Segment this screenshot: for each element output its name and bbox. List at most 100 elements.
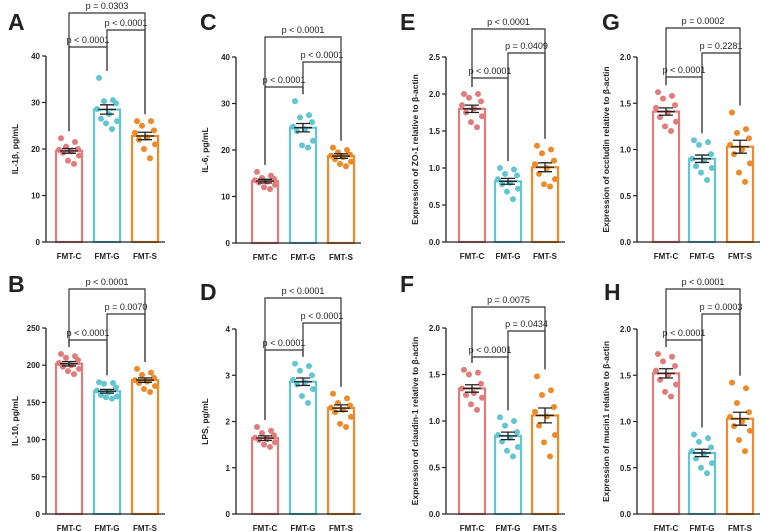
x-tick-label: FMT-S (329, 524, 354, 531)
y-axis-label: Expression of mucin1 relative to β-actin (601, 341, 611, 502)
y-tick-label: 0.5 (620, 192, 632, 201)
data-point (515, 185, 521, 192)
p-value-label: p = 0.0070 (105, 302, 148, 312)
bar-fmt-s (530, 414, 560, 516)
data-point (76, 365, 82, 372)
bar-fmt-c (651, 110, 681, 244)
data-point (297, 367, 303, 374)
data-point (114, 393, 120, 400)
data-point (731, 423, 737, 430)
y-tick-label: 0 (226, 510, 231, 519)
y-tick-label: 10 (31, 192, 40, 201)
x-tick-label: FMT-C (253, 524, 278, 531)
data-point (515, 444, 521, 451)
data-point (60, 363, 66, 370)
x-tick-label: FMT-C (57, 524, 82, 531)
data-point (479, 394, 485, 401)
data-point (261, 184, 267, 191)
data-point (734, 400, 740, 406)
data-point (294, 381, 300, 388)
data-point (541, 439, 547, 446)
data-point (330, 390, 336, 397)
x-tick-label: FMT-C (253, 253, 278, 262)
error-bar (256, 178, 274, 184)
p-value-label: p < 0.0001 (263, 75, 306, 85)
data-point (103, 120, 109, 127)
data-point (704, 470, 710, 477)
data-point (347, 402, 353, 409)
y-tick-label: 100 (27, 436, 41, 445)
panel-letter: B (8, 271, 25, 297)
panel-f: F FMT-C FMT-G FMT-S 0.0 0.5 1.0 1.5 2.0 Expressio… (400, 271, 565, 531)
panel-letter: F (400, 271, 414, 297)
data-point (98, 115, 104, 122)
data-point (497, 414, 503, 421)
x-tick-label: FMT-G (496, 524, 521, 531)
y-tick-label: 2.5 (429, 53, 441, 62)
panel-e: E FMT-C FMT-G FMT-S 0.0 0.5 1.0 1.5 2.0 2.5 Expres… (400, 9, 565, 261)
data-point (101, 380, 107, 387)
x-tick-label: FMT-S (728, 524, 753, 531)
data-point (65, 368, 71, 375)
data-point (344, 395, 350, 402)
data-point (514, 172, 520, 179)
p-value-label: p < 0.0001 (263, 338, 306, 348)
data-point (691, 431, 697, 438)
y-tick-label: 1.5 (620, 99, 632, 108)
y-tick-label: 20 (31, 145, 40, 154)
y-tick-label: 2.0 (620, 325, 632, 334)
p-value-label: p = 0.0434 (505, 319, 548, 329)
data-point (459, 385, 465, 392)
x-tick-label: FMT-G (95, 252, 120, 261)
data-point (459, 102, 465, 109)
significance-bracket (701, 52, 741, 134)
significance-bracket (701, 313, 741, 428)
y-tick-label: 0.0 (620, 238, 632, 247)
data-point (536, 170, 542, 177)
significance-bracket (665, 339, 703, 428)
x-tick-label: FMT-G (291, 524, 316, 531)
data-point (292, 98, 298, 105)
data-point (113, 100, 119, 107)
data-point (337, 420, 343, 427)
data-point (698, 169, 704, 176)
data-point (110, 380, 116, 387)
data-point (101, 98, 107, 105)
error-bar (731, 139, 749, 154)
data-point (475, 91, 481, 97)
data-point (536, 422, 542, 429)
data-point (332, 409, 338, 416)
data-point (292, 360, 298, 367)
data-point (532, 408, 538, 415)
significance-bracket (507, 330, 546, 411)
data-point (148, 369, 154, 376)
y-tick-label: 30 (221, 100, 230, 109)
panel-letter: E (400, 9, 415, 35)
data-point (305, 400, 311, 406)
data-point (148, 118, 154, 125)
data-point (147, 155, 153, 162)
data-point (510, 196, 516, 203)
data-point (551, 157, 557, 164)
data-point (474, 124, 480, 131)
panel-b: B FMT-C FMT-G FMT-S 0 50 100 150 200 250 IL-10, pg… (8, 271, 165, 531)
data-point (306, 112, 312, 119)
data-point (466, 94, 472, 101)
p-value-label: p < 0.0001 (301, 311, 344, 321)
x-tick-label: FMT-G (496, 252, 521, 261)
bar-fmt-s (130, 378, 160, 516)
significance-bracket (264, 349, 304, 421)
p-value-label: p < 0.0001 (105, 18, 148, 28)
data-point (495, 431, 501, 438)
data-point (348, 413, 354, 420)
data-point (747, 427, 753, 434)
data-point (548, 146, 554, 153)
data-point (705, 435, 711, 442)
y-axis-label: Expression of claudin-1 relative to β-ac… (410, 337, 420, 506)
error-bar (536, 407, 554, 424)
data-point (468, 119, 474, 126)
p-value-label: p = 0.0409 (505, 41, 548, 51)
data-point (511, 166, 517, 173)
x-tick-label: FMT-S (533, 524, 558, 531)
error-bar (294, 122, 312, 133)
